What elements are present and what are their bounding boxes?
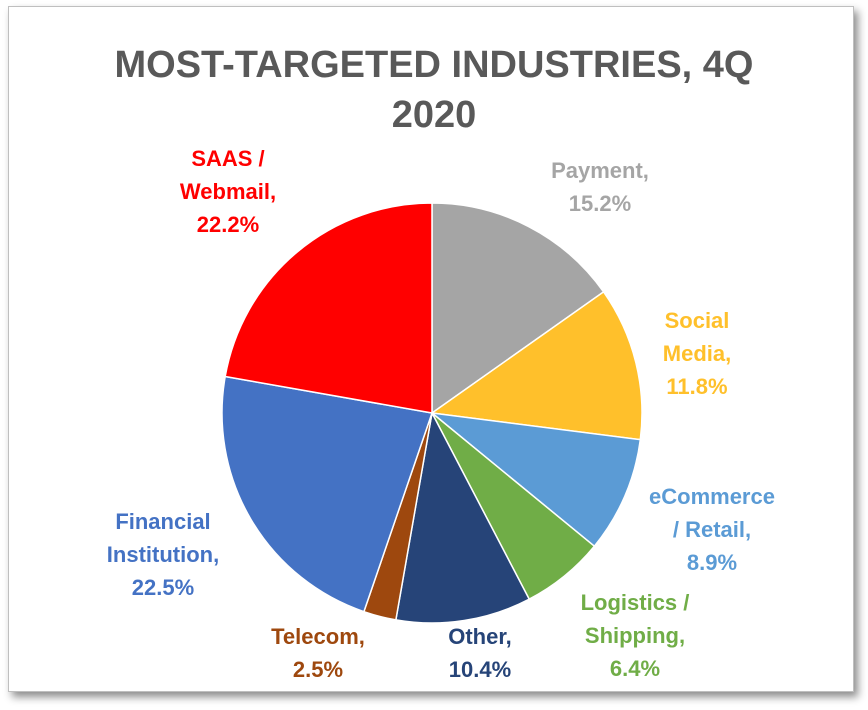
data-label-financial-institution: Financial Institution, 22.5% (107, 509, 219, 600)
data-label-line: 22.2% (197, 212, 259, 237)
data-label-logistics-shipping: Logistics / Shipping, 6.4% (581, 590, 690, 681)
data-label-payment: Payment, 15.2% (551, 158, 649, 216)
data-label-line: Payment, (551, 158, 649, 183)
chart-title-text: MOST-TARGETED INDUSTRIES, 4Q 2020 (114, 44, 754, 136)
data-label-telecom: Telecom, 2.5% (271, 624, 365, 682)
pie-slice-financial-institution (221, 375, 433, 613)
data-label-line: 11.8% (666, 374, 727, 399)
data-label-line: 10.4% (449, 657, 511, 682)
pie-slice-social-media (429, 290, 643, 441)
data-label-line: Media, (663, 341, 731, 366)
data-label-line: / Retail, (673, 517, 751, 542)
pie-slice-saas-webmail (224, 202, 433, 414)
data-label-line: SAAS / (191, 146, 264, 171)
data-label-line: Telecom, (271, 624, 365, 649)
pie-slice-payment (431, 202, 605, 415)
data-label-line: Institution, (107, 542, 219, 567)
data-label-line: eCommerce (649, 484, 775, 509)
data-label-line: Social (665, 308, 730, 333)
pie-slice-ecommerce-retail (429, 411, 642, 548)
data-label-line: Other, (448, 624, 512, 649)
data-label-line: 8.9% (687, 550, 737, 575)
data-label-ecommerce-retail: eCommerce / Retail, 8.9% (649, 484, 775, 575)
data-label-line: 2.5% (293, 657, 343, 682)
data-label-line: Webmail, (180, 179, 276, 204)
data-label-line: 15.2% (569, 191, 631, 216)
data-label-line: Shipping, (585, 623, 685, 648)
pie-slice-other (394, 410, 531, 624)
data-label-saas-webmail: SAAS / Webmail, 22.2% (180, 146, 276, 237)
chart-title: MOST-TARGETED INDUSTRIES, 4Q 2020 (0, 40, 868, 140)
data-label-line: Logistics / (581, 590, 690, 615)
data-label-line: 22.5% (132, 575, 194, 600)
data-label-line: Financial (115, 509, 210, 534)
data-label-social-media: Social Media, 11.8% (663, 308, 731, 399)
data-label-line: 6.4% (610, 656, 660, 681)
data-label-other: Other, 10.4% (448, 624, 512, 682)
